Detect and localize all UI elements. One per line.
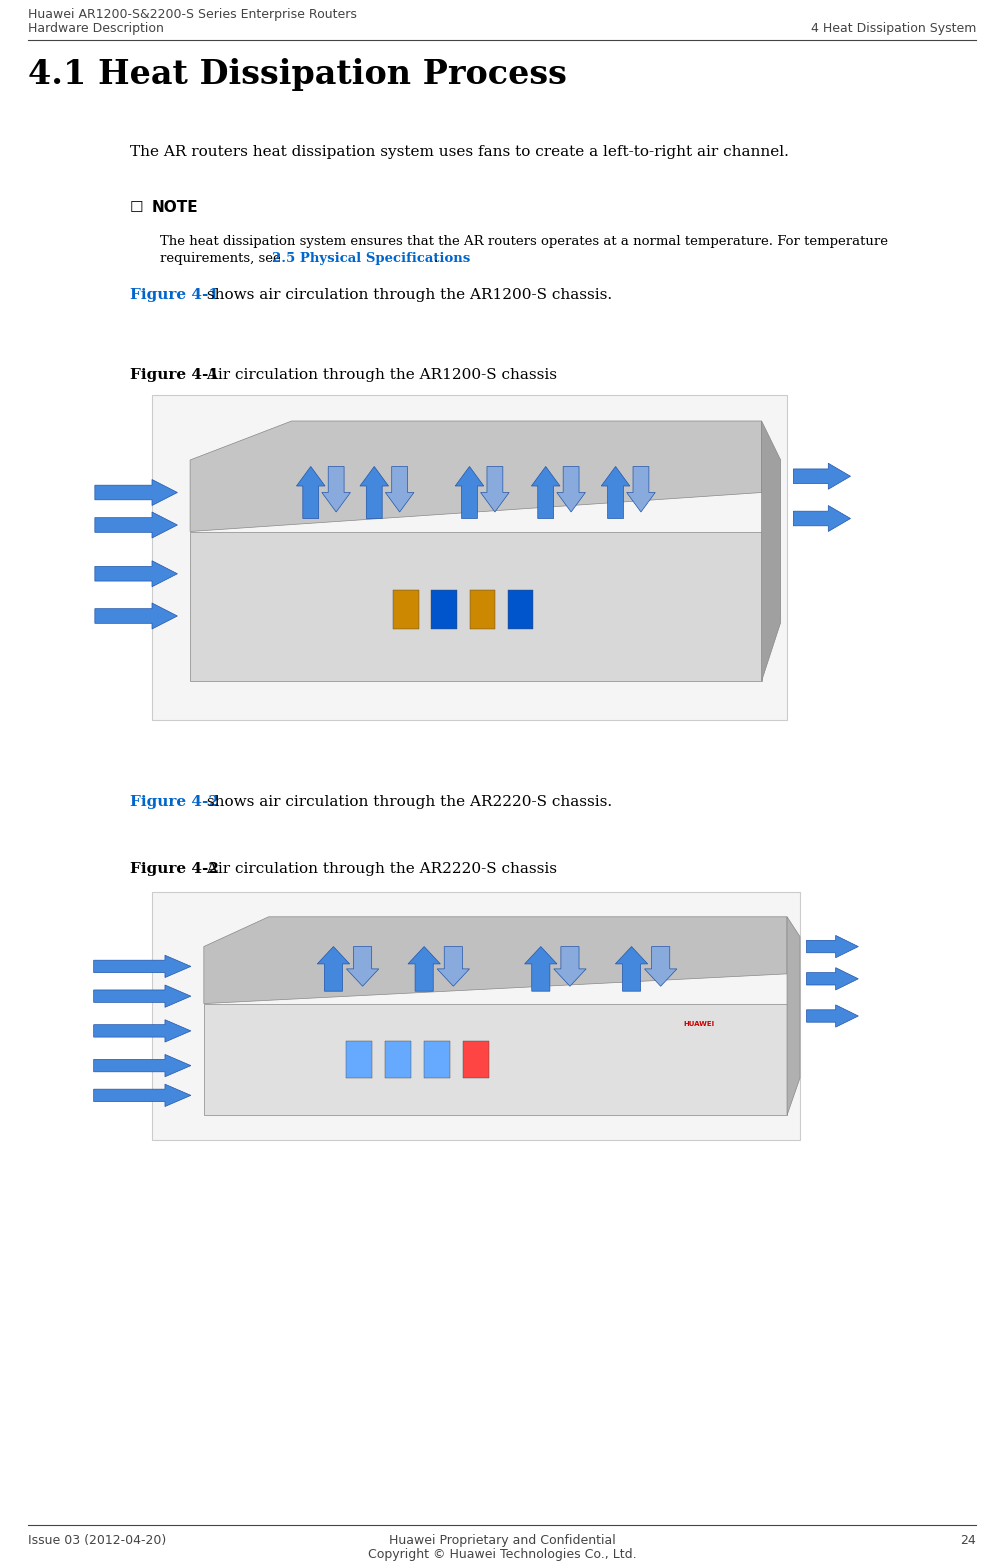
FancyArrow shape [525,946,557,992]
Polygon shape [761,422,780,682]
Bar [151,395,786,719]
Bar [469,591,494,628]
FancyArrow shape [407,946,440,992]
FancyArrow shape [805,968,858,990]
FancyArrow shape [805,1004,858,1026]
FancyArrow shape [296,467,325,519]
Text: Copyright © Huawei Technologies Co., Ltd.: Copyright © Huawei Technologies Co., Ltd… [367,1548,636,1561]
Text: The AR routers heat dissipation system uses fans to create a left-to-right air c: The AR routers heat dissipation system u… [129,146,788,158]
Text: Huawei AR1200-S&2200-S Series Enterprise Routers: Huawei AR1200-S&2200-S Series Enterprise… [28,8,356,20]
FancyArrow shape [93,1084,191,1106]
Text: requirements, see: requirements, see [159,252,285,265]
Text: Figure 4-2: Figure 4-2 [129,862,219,876]
Text: 24: 24 [959,1534,975,1547]
Text: HUAWEI: HUAWEI [683,1022,714,1026]
FancyArrow shape [360,467,388,519]
FancyArrow shape [615,946,647,992]
FancyArrow shape [346,946,378,986]
FancyArrow shape [94,480,178,506]
Text: ☐: ☐ [129,201,143,215]
FancyArrow shape [554,946,586,986]
Polygon shape [204,917,786,1003]
FancyArrow shape [436,946,469,986]
FancyArrow shape [385,467,413,512]
FancyArrow shape [93,986,191,1008]
FancyArrow shape [94,512,178,537]
FancyArrow shape [93,1055,191,1077]
Bar [385,1040,411,1078]
Text: Figure 4-2: Figure 4-2 [129,794,219,809]
Bar [431,591,456,628]
FancyArrow shape [480,467,509,512]
Text: shows air circulation through the AR1200-S chassis.: shows air circulation through the AR1200… [202,288,612,302]
Text: Issue 03 (2012-04-20): Issue 03 (2012-04-20) [28,1534,166,1547]
Polygon shape [786,917,799,1116]
Text: 4 Heat Dissipation System: 4 Heat Dissipation System [809,22,975,34]
Bar [151,892,799,1141]
FancyArrow shape [94,561,178,586]
FancyArrow shape [601,467,629,519]
FancyArrow shape [805,935,858,957]
Polygon shape [204,1003,786,1116]
FancyArrow shape [454,467,483,519]
FancyArrow shape [626,467,655,512]
Bar [508,591,533,628]
Text: Air circulation through the AR2220-S chassis: Air circulation through the AR2220-S cha… [202,862,557,876]
FancyArrow shape [792,506,850,531]
Polygon shape [190,531,761,682]
FancyArrow shape [93,956,191,978]
FancyArrow shape [317,946,349,992]
FancyArrow shape [531,467,560,519]
FancyArrow shape [322,467,350,512]
FancyArrow shape [94,603,178,628]
FancyArrow shape [644,946,676,986]
Text: Figure 4-1: Figure 4-1 [129,368,219,382]
Bar [462,1040,488,1078]
Text: shows air circulation through the AR2220-S chassis.: shows air circulation through the AR2220… [202,794,612,809]
Bar [423,1040,449,1078]
Text: NOTE: NOTE [151,201,199,215]
Text: 2.5 Physical Specifications: 2.5 Physical Specifications [272,252,469,265]
Text: 4.1 Heat Dissipation Process: 4.1 Heat Dissipation Process [28,58,567,91]
FancyArrow shape [792,464,850,489]
Polygon shape [190,422,761,531]
Text: Huawei Proprietary and Confidential: Huawei Proprietary and Confidential [388,1534,615,1547]
FancyArrow shape [557,467,585,512]
Text: Hardware Description: Hardware Description [28,22,163,34]
Text: Air circulation through the AR1200-S chassis: Air circulation through the AR1200-S cha… [202,368,557,382]
Bar [346,1040,372,1078]
Text: The heat dissipation system ensures that the AR routers operates at a normal tem: The heat dissipation system ensures that… [159,235,887,248]
FancyArrow shape [93,1020,191,1042]
Bar [393,591,418,628]
Text: Figure 4-1: Figure 4-1 [129,288,219,302]
Text: .: . [433,252,437,265]
